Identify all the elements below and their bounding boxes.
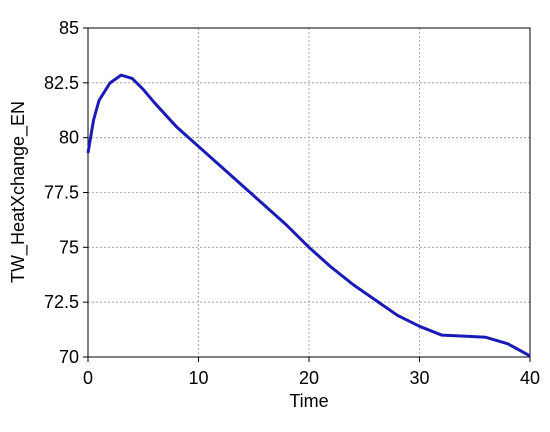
x-axis-label: Time bbox=[289, 391, 328, 411]
plot-frame bbox=[87, 27, 531, 358]
y-tick-label: 85 bbox=[59, 18, 79, 38]
y-tick-label: 80 bbox=[59, 128, 79, 148]
y-tick-label: 82.5 bbox=[44, 73, 79, 93]
x-tick-label: 40 bbox=[520, 368, 540, 388]
y-tick-label: 70 bbox=[59, 347, 79, 367]
x-tick-label: 30 bbox=[409, 368, 429, 388]
data-line bbox=[86, 73, 531, 358]
y-tick-label: 75 bbox=[59, 237, 79, 257]
y-tick-label: 77.5 bbox=[44, 183, 79, 203]
x-tick-label: 0 bbox=[83, 368, 93, 388]
y-tick-label: 72.5 bbox=[44, 292, 79, 312]
y-axis-label: TW_HeatXchange_EN bbox=[8, 101, 29, 283]
x-tick-label: 20 bbox=[299, 368, 319, 388]
x-tick-label: 10 bbox=[188, 368, 208, 388]
